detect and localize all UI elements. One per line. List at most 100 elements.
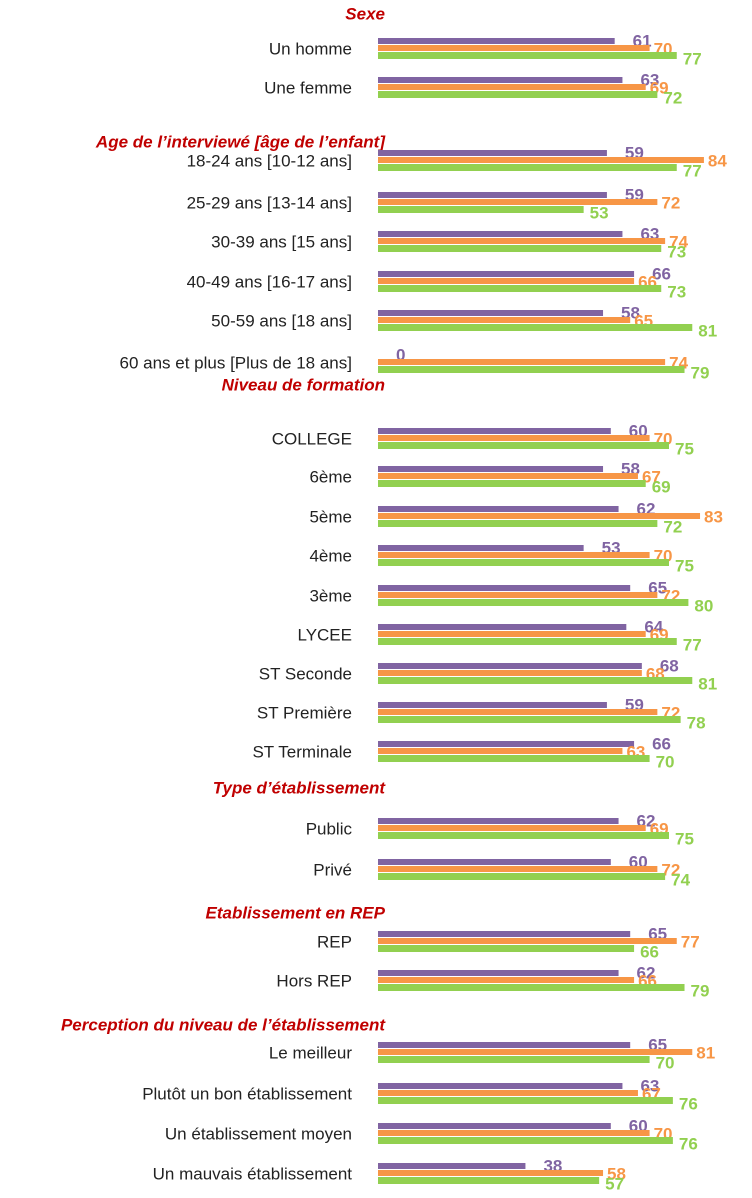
- value-label: 68: [660, 656, 679, 675]
- row-label: 40-49 ans [16-17 ans]: [187, 272, 352, 291]
- bar: [378, 164, 677, 171]
- row-label: REP: [317, 932, 352, 951]
- bar: [378, 480, 646, 487]
- bar: [378, 366, 685, 373]
- row-label: Privé: [313, 860, 352, 879]
- row-label: ST Seconde: [259, 664, 352, 683]
- row-label: ST Première: [257, 703, 352, 722]
- bar: [378, 599, 689, 606]
- bar: [378, 1163, 526, 1169]
- row-label: COLLEGE: [272, 429, 352, 448]
- value-label: 84: [708, 151, 727, 170]
- bar: [378, 428, 611, 434]
- row-label: 25-29 ans [13-14 ans]: [187, 193, 352, 212]
- section-title: Niveau de formation: [222, 375, 385, 394]
- value-label: 75: [675, 556, 694, 575]
- bar: [378, 91, 658, 98]
- value-label: 76: [679, 1134, 698, 1153]
- bar: [378, 359, 666, 365]
- value-label: 63: [640, 1076, 659, 1095]
- row-label: 6ème: [309, 467, 352, 486]
- bar: [378, 324, 693, 331]
- bar: [378, 977, 635, 983]
- bar: [378, 278, 635, 284]
- section-title: Age de l’interviewé [âge de l’enfant]: [95, 132, 386, 151]
- bar: [378, 866, 658, 872]
- row-label: 60 ans et plus [Plus de 18 ans]: [120, 353, 353, 372]
- section-title: Type d’établissement: [213, 778, 387, 797]
- bar: [378, 873, 666, 880]
- bar: [378, 741, 635, 747]
- value-label: 72: [661, 860, 680, 879]
- bar: [378, 238, 666, 244]
- bar: [378, 832, 669, 839]
- bar: [378, 1056, 650, 1063]
- bar: [378, 506, 619, 512]
- row-label: Un mauvais établissement: [153, 1164, 353, 1183]
- bar: [378, 624, 627, 630]
- value-label: 66: [652, 264, 671, 283]
- bar: [378, 1137, 673, 1144]
- bar: [378, 473, 638, 479]
- row-label: 18-24 ans [10-12 ans]: [187, 151, 352, 170]
- bar: [378, 435, 650, 441]
- row-label: Un homme: [269, 39, 352, 58]
- row-label: Une femme: [264, 78, 352, 97]
- bar: [378, 702, 607, 708]
- bar: [378, 945, 635, 952]
- bar: [378, 1170, 604, 1176]
- row-label: 3ème: [309, 586, 352, 605]
- bar: [378, 1097, 673, 1104]
- bar: [378, 716, 681, 723]
- value-label: 66: [652, 734, 671, 753]
- bar: [378, 1130, 650, 1136]
- value-label: 83: [704, 507, 723, 526]
- value-label: 79: [691, 363, 710, 382]
- bar: [378, 677, 693, 684]
- value-label: 81: [696, 1043, 715, 1062]
- bar: [378, 157, 704, 163]
- value-label: 70: [656, 1053, 675, 1072]
- bar: [378, 559, 669, 566]
- row-label: Plutôt un bon établissement: [142, 1084, 352, 1103]
- bar: [378, 1090, 638, 1096]
- value-label: 62: [637, 963, 656, 982]
- bar: [378, 520, 658, 527]
- bar: [378, 663, 642, 669]
- bar: [378, 1177, 600, 1184]
- value-label: 66: [640, 942, 659, 961]
- bar: [378, 631, 646, 637]
- bar: [378, 970, 619, 976]
- bar: [378, 748, 623, 754]
- bar: [378, 825, 646, 831]
- bar: [378, 77, 623, 83]
- row-label: Le meilleur: [269, 1043, 352, 1062]
- value-label: 70: [656, 752, 675, 771]
- value-label: 58: [607, 1164, 626, 1183]
- bar: [378, 513, 701, 519]
- value-label: 76: [679, 1094, 698, 1113]
- bar: [378, 1042, 631, 1048]
- bar: [378, 755, 650, 762]
- row-label: Public: [306, 819, 353, 838]
- bar: [378, 38, 615, 44]
- bar: [378, 592, 658, 598]
- bar: [378, 245, 662, 252]
- row-label: Un établissement moyen: [165, 1124, 352, 1143]
- value-label: 72: [663, 517, 682, 536]
- section-title: Sexe: [345, 4, 385, 23]
- bar: [378, 984, 685, 991]
- bar: [378, 709, 658, 715]
- value-label: 75: [675, 829, 694, 848]
- row-label: Hors REP: [276, 971, 352, 990]
- bar: [378, 192, 607, 198]
- value-label: 72: [661, 193, 680, 212]
- bar: [378, 585, 631, 591]
- row-label: 4ème: [309, 546, 352, 565]
- bar: [378, 670, 642, 676]
- row-label: 30-39 ans [15 ans]: [211, 232, 352, 251]
- value-label: 75: [675, 439, 694, 458]
- row-label: 50-59 ans [18 ans]: [211, 311, 352, 330]
- bar: [378, 271, 635, 277]
- bar: [378, 1083, 623, 1089]
